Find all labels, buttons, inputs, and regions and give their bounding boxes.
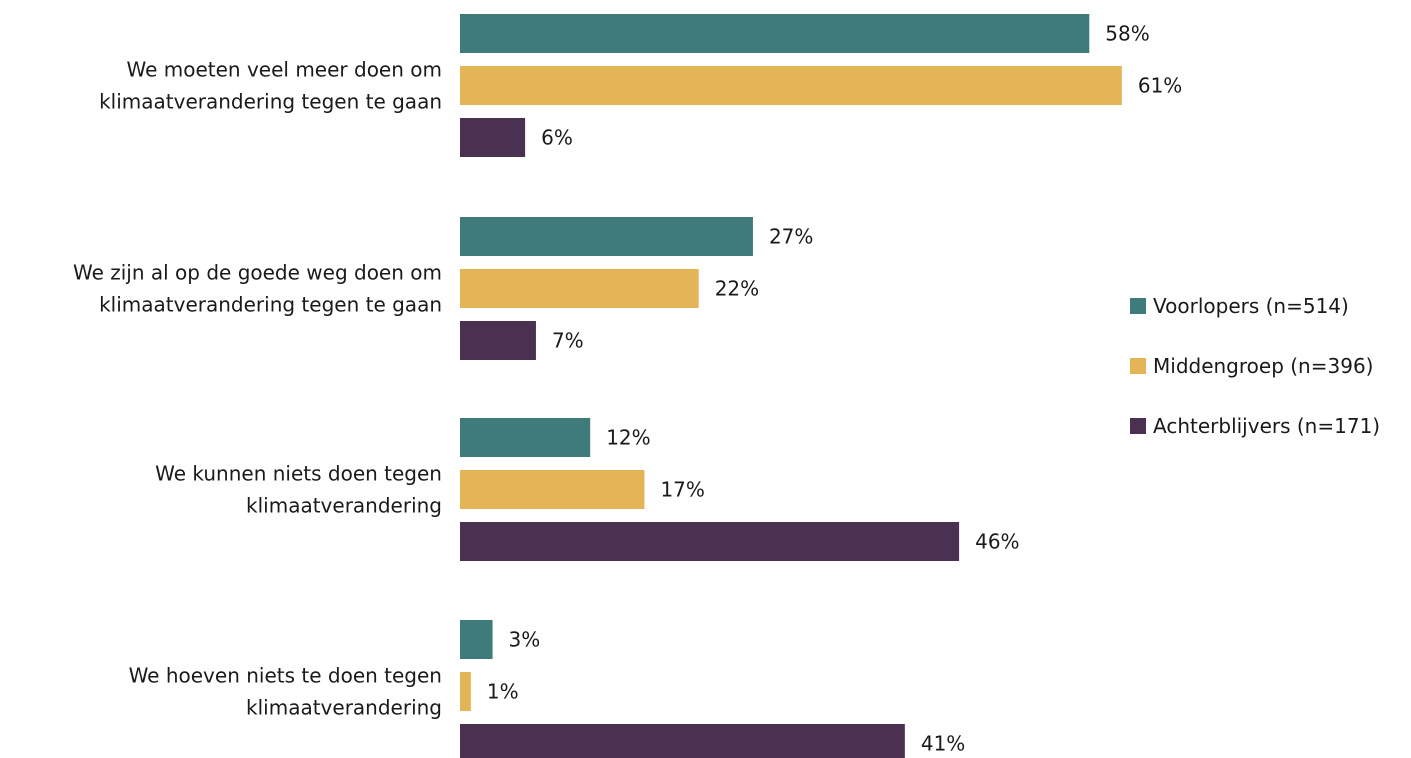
data-label: 12% (606, 426, 650, 450)
data-label: 46% (975, 530, 1019, 554)
bar (460, 14, 1090, 53)
category-label-line: klimaatverandering tegen te gaan (99, 90, 442, 114)
data-label: 27% (769, 225, 813, 249)
legend-swatch (1130, 358, 1146, 374)
bar (460, 418, 591, 457)
bar (460, 470, 645, 509)
category-label-line: klimaatverandering (246, 696, 442, 720)
bar (460, 620, 493, 659)
category-label-line: We moeten veel meer doen om (127, 58, 443, 82)
value-labels: 58% 61% 6% 27% 22% 7% 12% 17% 46% 3% 1% 41% (487, 22, 1182, 756)
legend[interactable]: Voorlopers (n=514) Middengroep (n=396) Ach… (1130, 294, 1380, 438)
legend-label: Achterblijvers (n=171) (1153, 414, 1380, 438)
category-label-line: We kunnen niets doen tegen (155, 462, 442, 486)
data-label: 58% (1105, 22, 1149, 46)
legend-swatch (1130, 298, 1146, 314)
data-label: 61% (1138, 74, 1182, 98)
bar (460, 522, 960, 561)
data-label: 1% (487, 680, 519, 704)
legend-item[interactable]: Voorlopers (n=514) (1130, 294, 1349, 318)
category-label: We kunnen niets doen tegen klimaatverande… (155, 462, 442, 518)
data-label: 17% (660, 478, 704, 502)
bars (460, 14, 1122, 758)
data-label: 6% (541, 126, 573, 150)
legend-label: Voorlopers (n=514) (1153, 294, 1349, 318)
category-label-line: klimaatverandering tegen te gaan (99, 293, 442, 317)
data-label: 3% (509, 628, 541, 652)
category-label-line: klimaatverandering (246, 494, 442, 518)
legend-swatch (1130, 418, 1146, 434)
bar (460, 66, 1122, 105)
data-label: 22% (715, 277, 759, 301)
bar (460, 118, 526, 157)
bar (460, 672, 471, 711)
category-label: We zijn al op de goede weg doen om klimaa… (73, 261, 442, 317)
category-label: We hoeven niets te doen tegen klimaatvera… (129, 664, 442, 720)
bar (460, 269, 699, 308)
legend-item[interactable]: Achterblijvers (n=171) (1130, 414, 1380, 438)
category-label: We moeten veel meer doen om klimaatverand… (99, 58, 442, 114)
bar (460, 724, 905, 758)
category-labels: We moeten veel meer doen om klimaatverand… (73, 58, 442, 720)
data-label: 41% (921, 732, 965, 756)
legend-label: Middengroep (n=396) (1153, 354, 1373, 378)
bar (460, 217, 753, 256)
data-label: 7% (552, 329, 584, 353)
legend-item[interactable]: Middengroep (n=396) (1130, 354, 1373, 378)
bar (460, 321, 536, 360)
category-label-line: We zijn al op de goede weg doen om (73, 261, 442, 285)
category-label-line: We hoeven niets te doen tegen (129, 664, 442, 688)
